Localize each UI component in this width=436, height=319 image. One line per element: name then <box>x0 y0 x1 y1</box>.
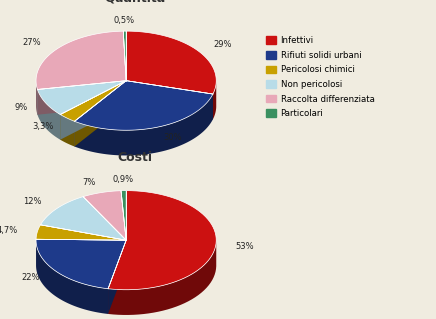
Title: Quantità: Quantità <box>105 0 166 4</box>
Legend: Infettivi, Rifiuti solidi urbani, Pericolosi chimici, Non pericolosi, Raccolta d: Infettivi, Rifiuti solidi urbani, Perico… <box>266 36 375 118</box>
Text: 30%: 30% <box>163 133 182 142</box>
Polygon shape <box>126 81 213 119</box>
Text: 12%: 12% <box>23 197 42 206</box>
Text: 4,7%: 4,7% <box>0 226 18 235</box>
Polygon shape <box>41 197 126 240</box>
Polygon shape <box>75 81 213 130</box>
Text: 0,5%: 0,5% <box>114 16 135 25</box>
Polygon shape <box>37 81 126 115</box>
Polygon shape <box>60 115 75 146</box>
Polygon shape <box>75 81 126 146</box>
Polygon shape <box>123 31 126 81</box>
Polygon shape <box>36 239 126 289</box>
Polygon shape <box>108 191 216 290</box>
Text: 29%: 29% <box>214 40 232 49</box>
Polygon shape <box>60 81 126 140</box>
Text: 27%: 27% <box>22 38 41 47</box>
Text: 0,9%: 0,9% <box>112 175 133 184</box>
Polygon shape <box>108 240 126 314</box>
Polygon shape <box>121 191 126 240</box>
Polygon shape <box>108 241 216 315</box>
Polygon shape <box>213 82 216 119</box>
Text: 9%: 9% <box>14 103 28 112</box>
Polygon shape <box>36 81 37 115</box>
Polygon shape <box>75 94 213 155</box>
Text: 7%: 7% <box>83 178 96 187</box>
Polygon shape <box>126 31 216 94</box>
Polygon shape <box>126 81 213 119</box>
Polygon shape <box>36 225 126 240</box>
Polygon shape <box>108 240 126 314</box>
Text: 53%: 53% <box>235 242 254 251</box>
Polygon shape <box>75 81 126 146</box>
Polygon shape <box>36 31 126 89</box>
Polygon shape <box>36 241 108 314</box>
Polygon shape <box>37 89 60 140</box>
Polygon shape <box>60 81 126 121</box>
Polygon shape <box>60 81 126 140</box>
Text: 3,3%: 3,3% <box>33 122 54 131</box>
Text: 22%: 22% <box>22 273 40 282</box>
Polygon shape <box>37 81 126 115</box>
Polygon shape <box>83 191 126 240</box>
Polygon shape <box>37 81 126 115</box>
Title: Costi: Costi <box>118 151 153 164</box>
